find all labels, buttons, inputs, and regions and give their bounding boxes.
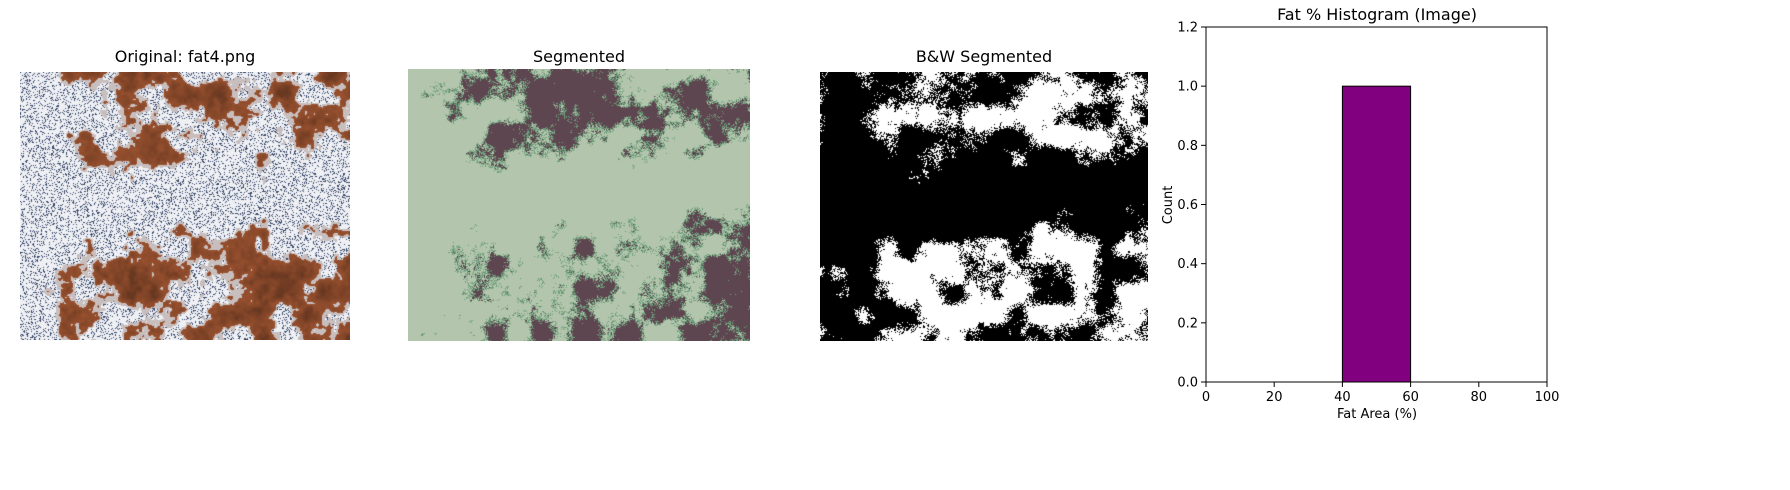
bw-segmented-canvas [820,72,1148,341]
original-tissue-image [20,72,350,340]
bw-segmented-image [820,72,1148,341]
y-tick-label-6: 1.2 [1177,21,1198,36]
x-tick-label-2: 40 [1334,390,1351,405]
y-tick-label-1: 0.2 [1177,316,1198,331]
panel-title-bw-segmented: B&W Segmented [915,47,1053,66]
y-tick-label-2: 0.4 [1177,257,1198,272]
panel-title-original: Original: fat4.png [114,47,256,66]
y-tick-label-4: 0.8 [1177,139,1198,154]
segmented-canvas [408,69,750,341]
y-tick-label-5: 1.0 [1177,80,1198,95]
x-axis-label: Fat Area (%) [1337,407,1417,422]
x-tick-label-0: 0 [1202,390,1210,405]
chart-title: Fat % Histogram (Image) [1277,5,1477,24]
y-tick-label-0: 0.0 [1177,376,1198,391]
x-tick-label-3: 60 [1402,390,1419,405]
y-tick-label-3: 0.6 [1177,198,1198,213]
x-tick-label-1: 20 [1266,390,1283,405]
plot-area: 0 20 40 60 80 100 0.0 0.2 0.4 0.6 0.8 1.0 1.2 [1177,21,1559,406]
segmented-image [408,69,750,341]
y-axis-label: Count [1161,186,1176,225]
x-tick-label-5: 100 [1535,390,1560,405]
histogram-bar-0 [1341,85,1412,383]
panel-title-segmented: Segmented [533,47,625,66]
original-tissue-canvas [20,72,350,340]
x-tick-label-4: 80 [1471,390,1488,405]
